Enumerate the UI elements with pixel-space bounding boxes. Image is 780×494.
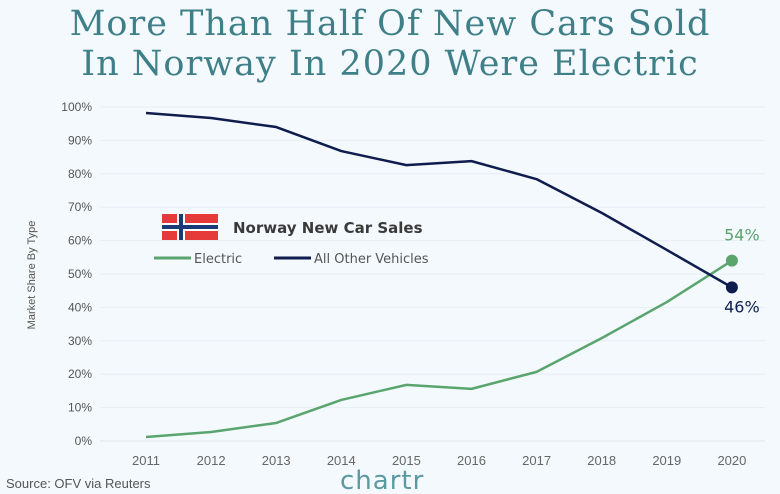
y-tick-label: 60% [68,234,92,248]
y-tick-label: 0% [75,434,93,448]
x-tick-label: 2013 [262,453,291,468]
end-point [725,281,738,294]
data-label: 54% [724,226,760,245]
title-line-1: More Than Half Of New Cars Sold [69,4,711,44]
x-tick-label: 2019 [652,453,681,468]
legend-label: Electric [194,252,242,267]
legend-title: Norway New Car Sales [233,219,423,237]
y-tick-label: 80% [68,167,92,181]
x-tick-label: 2011 [132,453,160,468]
x-tick-label: 2018 [587,453,616,468]
x-tick-label: 2017 [522,453,551,468]
y-tick-label: 90% [68,133,92,147]
y-tick-label: 40% [68,300,92,314]
y-tick-label: 10% [68,401,92,415]
end-point [725,254,738,267]
y-tick-label: 100% [61,100,92,114]
flag-cross [162,225,218,229]
y-tick-label: 30% [68,334,92,348]
data-label: 46% [724,297,760,316]
legend-label: All Other Vehicles [314,252,429,267]
x-tick-label: 2012 [197,453,226,468]
x-tick-label: 2016 [457,453,486,468]
y-axis-label: Market Share By Type [26,221,38,330]
y-tick-label: 50% [68,267,92,281]
y-tick-label: 70% [68,200,92,214]
x-tick-label: 2020 [717,453,746,468]
source-note: Source: OFV via Reuters [6,476,151,491]
title-line-2: In Norway In 2020 Were Electric [81,44,699,84]
series-line-electric [145,259,733,439]
y-tick-label: 20% [68,367,92,381]
x-tick-label: 2015 [392,453,421,468]
x-tick-label: 2014 [327,453,356,468]
chart-title: More Than Half Of New Cars Sold In Norwa… [0,4,780,84]
brand-logo: chartr [340,466,425,494]
series-line-other [145,111,733,289]
